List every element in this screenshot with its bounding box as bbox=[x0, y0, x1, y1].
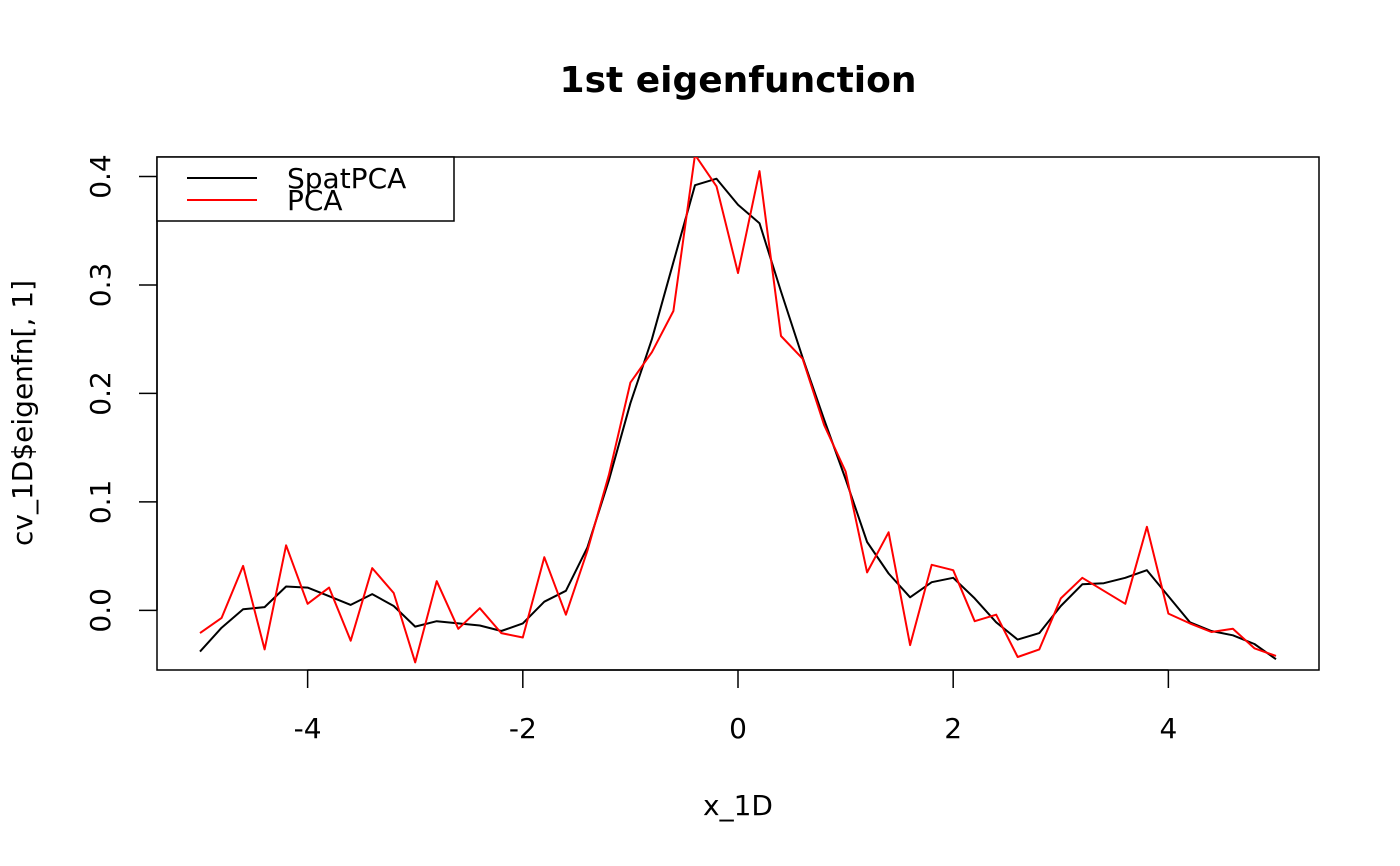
legend-label-pca: PCA bbox=[287, 184, 343, 217]
legend-label-spatpca: SpatPCA bbox=[287, 162, 406, 195]
y-tick-label: 0.0 bbox=[84, 588, 117, 633]
chart-title: 1st eigenfunction bbox=[560, 60, 917, 101]
series-line-spatpca bbox=[199, 177, 1277, 661]
x-tick-label: 2 bbox=[944, 712, 962, 745]
series-layer bbox=[199, 157, 1277, 664]
x-tick-label: 0 bbox=[729, 712, 747, 745]
y-tick-label: 0.1 bbox=[84, 480, 117, 525]
legend-box bbox=[156, 156, 455, 222]
x-tick-label: 4 bbox=[1159, 712, 1177, 745]
x-tick-label: -4 bbox=[294, 712, 322, 745]
x-axis-label: x_1D bbox=[703, 789, 773, 822]
y-tick-label: 0.3 bbox=[84, 263, 117, 308]
x-tick-label: -2 bbox=[509, 712, 537, 745]
y-tick-label: 0.4 bbox=[84, 154, 117, 199]
y-axis-label: cv_1D$eigenfn[, 1] bbox=[6, 280, 39, 546]
y-axis: 0.0 0.1 0.2 0.3 0.4 bbox=[84, 154, 158, 633]
y-tick-label: 0.2 bbox=[84, 371, 117, 416]
x-axis: -4 -2 0 2 4 bbox=[294, 669, 1177, 745]
series-line-pca bbox=[199, 157, 1277, 664]
